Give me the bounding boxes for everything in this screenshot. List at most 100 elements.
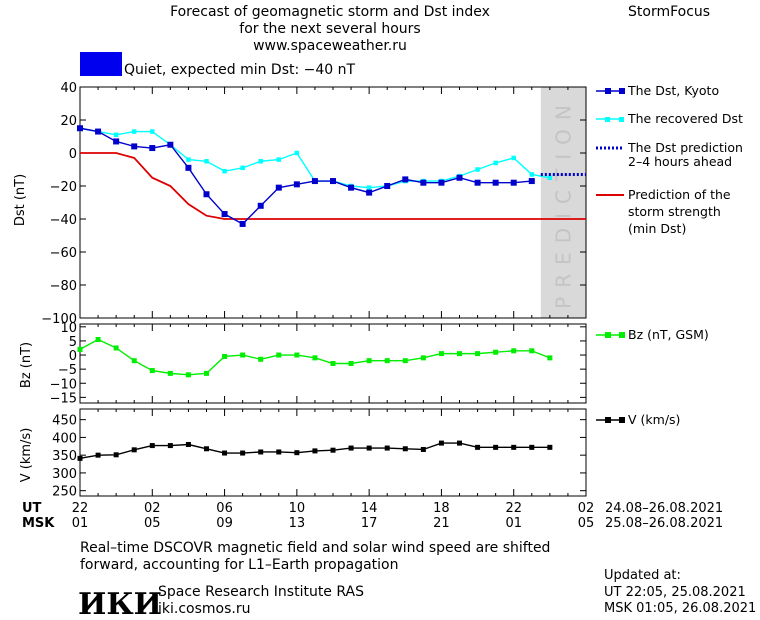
bz-point bbox=[475, 351, 481, 357]
y-tick-label: 20 bbox=[60, 114, 77, 129]
y-tick-label: −40 bbox=[50, 213, 77, 228]
dst-kyoto-point bbox=[257, 202, 264, 209]
legend-strength-line3: (min Dst) bbox=[628, 221, 686, 236]
legend-dst-marker bbox=[605, 88, 611, 94]
dst-kyoto-point bbox=[149, 145, 156, 152]
bz-point bbox=[77, 346, 83, 352]
recovered-dst-point bbox=[113, 132, 119, 138]
updated-msk: MSK 01:05, 26.08.2021 bbox=[604, 601, 757, 616]
ut-tick-label: 22 bbox=[72, 501, 89, 516]
brand-name: StormFocus bbox=[628, 4, 711, 20]
legend-recovered: The recovered Dst bbox=[627, 111, 743, 126]
legend-v-marker bbox=[605, 417, 611, 423]
bz-point bbox=[420, 355, 426, 361]
solar-wind-speed-point bbox=[384, 445, 390, 451]
solar-wind-speed-point bbox=[438, 440, 444, 446]
dst-panel-frame bbox=[79, 86, 587, 319]
legend-recovered-marker bbox=[619, 117, 624, 122]
legend-dst-marker bbox=[619, 88, 625, 94]
chart-title-line1: Forecast of geomagnetic storm and Dst in… bbox=[170, 4, 490, 20]
bz-point bbox=[493, 349, 499, 355]
bz-point bbox=[384, 358, 390, 364]
bz-point bbox=[511, 348, 517, 354]
legend-dst-kyoto: The Dst, Kyoto bbox=[627, 83, 719, 98]
recovered-dst-point bbox=[529, 172, 535, 177]
recovered-dst-point bbox=[511, 155, 516, 161]
axis-ticks: 40200−20−40−60−80−1001050−5−10−154504003… bbox=[41, 81, 587, 500]
dst-kyoto-point bbox=[456, 174, 463, 181]
dst-kyoto-point bbox=[510, 179, 517, 186]
solar-wind-speed-point bbox=[348, 445, 354, 451]
dst-kyoto-point bbox=[203, 191, 210, 198]
y-tick-label: 40 bbox=[60, 81, 77, 96]
solar-wind-speed-point bbox=[312, 448, 318, 454]
site-url: www.spaceweather.ru bbox=[253, 38, 407, 54]
dst-kyoto-point bbox=[492, 179, 499, 186]
legend-bz: Bz (nT, GSM) bbox=[628, 327, 709, 342]
dst-kyoto-point bbox=[330, 178, 336, 185]
status-color-box bbox=[80, 52, 122, 76]
ut-tick-label: 06 bbox=[216, 501, 233, 516]
institute-site: iki.cosmos.ru bbox=[158, 601, 251, 617]
msk-tick-label: 05 bbox=[144, 516, 161, 531]
dst-kyoto-point bbox=[275, 184, 282, 191]
y-tick-label: −60 bbox=[50, 246, 77, 261]
dst-kyoto-point bbox=[384, 183, 391, 189]
ut-tick-label: 22 bbox=[505, 501, 522, 516]
legend-strength-line2: storm strength bbox=[628, 204, 721, 219]
msk-tick-label: 01 bbox=[72, 516, 89, 531]
legend-strength-line1: Prediction of the bbox=[628, 187, 731, 202]
ut-axis-label: UT bbox=[22, 501, 42, 516]
recovered-dst-point bbox=[186, 157, 191, 162]
dst-kyoto-point bbox=[131, 143, 138, 150]
dst-kyoto-point bbox=[366, 189, 373, 196]
prediction-zone bbox=[540, 87, 586, 318]
dst-kyoto-point bbox=[402, 176, 409, 183]
bz-point bbox=[222, 353, 228, 359]
ut-tick-label: 02 bbox=[578, 501, 595, 516]
solar-wind-speed-point bbox=[420, 446, 426, 452]
dst-kyoto-point bbox=[438, 179, 445, 186]
dst-kyoto-point bbox=[185, 164, 192, 171]
footer-note-line2: forward, accounting for L1–Earth propaga… bbox=[80, 557, 399, 573]
y-tick-label: 0 bbox=[69, 349, 77, 364]
solar-wind-speed-point bbox=[294, 450, 300, 456]
solar-wind-speed-point bbox=[204, 446, 209, 452]
ut-tick-labels: 22 02 06 10 14 18 22 02 bbox=[72, 501, 595, 516]
dst-kyoto-point bbox=[528, 178, 535, 185]
dst-kyoto-point bbox=[167, 141, 174, 148]
ut-date-range: 24.08–26.08.2021 bbox=[605, 501, 723, 516]
bz-point bbox=[276, 352, 282, 358]
dst-kyoto-point bbox=[239, 220, 246, 227]
y-tick-label: −100 bbox=[41, 312, 77, 327]
msk-tick-labels: 01 05 09 13 17 21 01 05 bbox=[72, 516, 595, 531]
ut-tick-label: 10 bbox=[289, 501, 306, 516]
status-text: Quiet, expected min Dst: −40 nT bbox=[124, 62, 356, 78]
dst-kyoto-point bbox=[420, 179, 427, 186]
y-tick-label: 5 bbox=[69, 335, 77, 350]
recovered-dst-point bbox=[547, 175, 553, 180]
updated-label: Updated at: bbox=[604, 568, 681, 583]
v-axis-title: V (km/s) bbox=[19, 428, 34, 483]
time-axis-labels: UT MSK 22 02 06 10 14 18 22 02 01 05 09 13 17 21 01 05… bbox=[22, 501, 723, 531]
solar-wind-speed-point bbox=[511, 444, 517, 450]
solar-wind-speed-point bbox=[493, 444, 499, 450]
y-tick-label: 0 bbox=[69, 147, 77, 162]
dst-kyoto-point bbox=[95, 128, 102, 135]
institute-name: Space Research Institute RAS bbox=[158, 584, 364, 600]
solar-wind-speed-point bbox=[185, 442, 191, 448]
prediction-zone-label: PREDICTION bbox=[551, 96, 575, 309]
dst-kyoto-point bbox=[474, 179, 481, 186]
bz-point bbox=[113, 345, 119, 351]
msk-tick-label: 13 bbox=[289, 516, 306, 531]
bz-point bbox=[330, 361, 336, 366]
solar-wind-speed-point bbox=[131, 447, 137, 453]
recovered-dst-point bbox=[240, 165, 245, 171]
bz-point bbox=[312, 355, 318, 361]
msk-tick-label: 09 bbox=[216, 516, 233, 531]
dst-kyoto-point bbox=[221, 211, 228, 218]
recovered-dst-point bbox=[475, 167, 480, 172]
chart-title-line2: for the next several hours bbox=[239, 21, 421, 37]
solar-wind-speed-point bbox=[547, 444, 553, 450]
